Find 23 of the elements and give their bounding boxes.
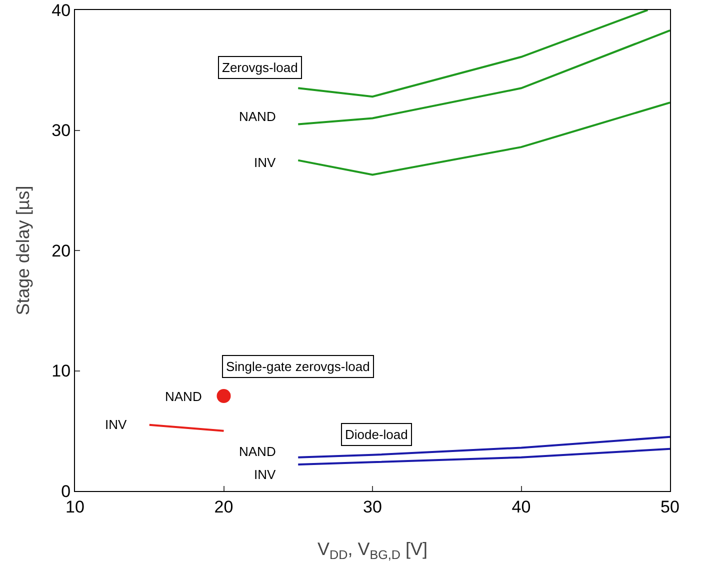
x-tick-label: 30 <box>363 497 382 516</box>
y-tick-label: 20 <box>52 241 71 260</box>
series-label: NAND <box>165 389 202 404</box>
series-label: NAND <box>239 444 276 459</box>
line-series <box>297 102 670 176</box>
y-tick-label: 10 <box>52 362 71 381</box>
x-tick-label: 40 <box>512 497 531 516</box>
line-series <box>297 29 670 126</box>
x-tick-label: 50 <box>660 497 680 516</box>
x-tick-label: 20 <box>214 497 234 516</box>
y-tick-label: 40 <box>52 0 71 20</box>
x-axis-title: V$_{DD}$, V$_{BG,D}$ [V] <box>317 539 428 562</box>
series-label: INV <box>105 417 127 432</box>
y-tick-label: 30 <box>52 121 71 140</box>
series-label: INV <box>254 467 276 482</box>
annotation: Zerovgs-load <box>222 60 298 75</box>
annotation: Single-gate zerovgs-load <box>226 359 370 374</box>
y-axis-title: Stage delay [µs] <box>13 186 33 316</box>
series-label: NAND <box>239 109 276 124</box>
series-label: INV <box>254 155 276 170</box>
line-series <box>297 448 670 466</box>
line-series <box>297 10 649 98</box>
annotation: Diode-load <box>345 427 408 442</box>
